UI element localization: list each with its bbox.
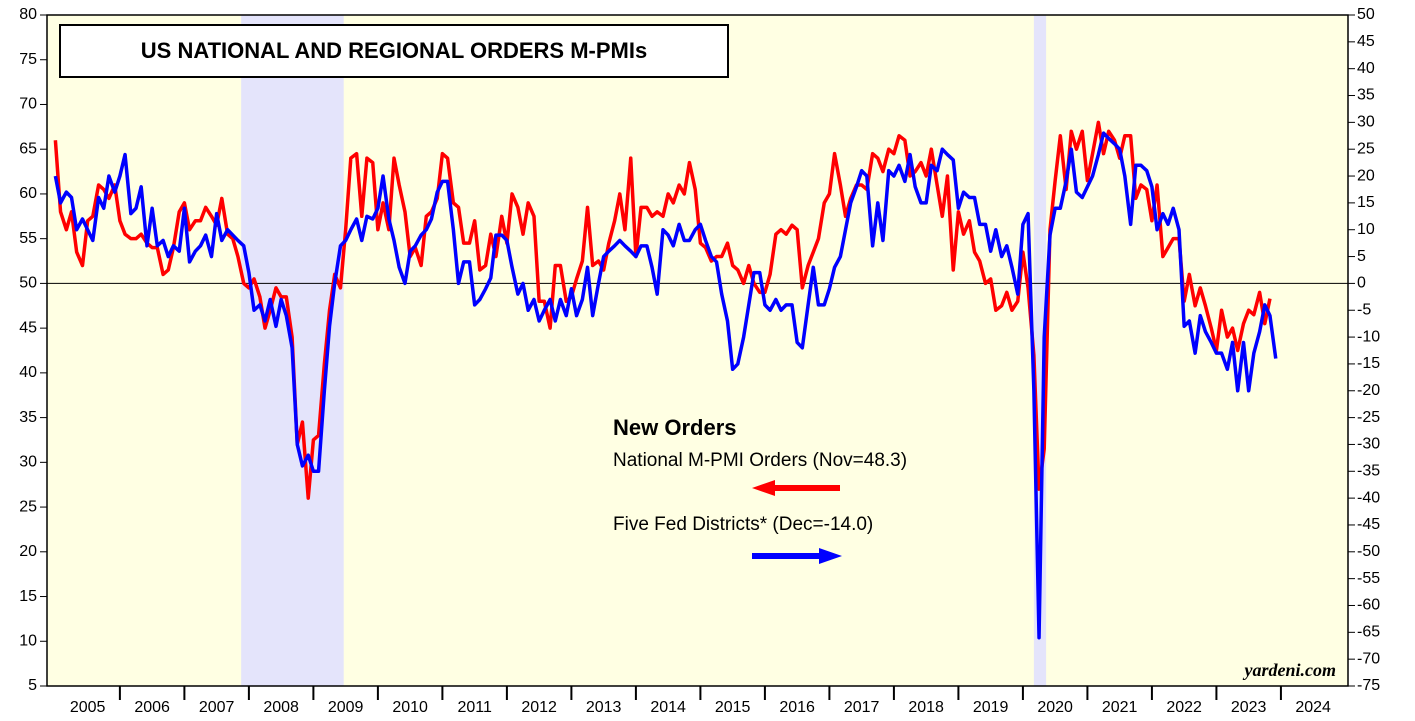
x-tick-label: 2007: [199, 699, 235, 716]
x-tick-label: 2018: [908, 699, 944, 716]
legend-title: New Orders: [613, 415, 737, 440]
x-tick-label: 2006: [134, 699, 170, 716]
x-tick-label: 2012: [521, 699, 557, 716]
y-tick-label: 40: [19, 364, 37, 381]
y-tick-label: 75: [19, 51, 37, 68]
y-tick-label: 60: [19, 185, 37, 202]
y2-tick-label: 15: [1357, 194, 1375, 211]
y2-tick-label: -50: [1357, 543, 1380, 560]
y-tick-label: 80: [19, 6, 37, 23]
y2-tick-label: -10: [1357, 328, 1380, 345]
y-tick-label: 20: [19, 543, 37, 560]
x-tick-label: 2013: [586, 699, 622, 716]
plot-frame: [46, 14, 1349, 687]
y2-tick-label: -20: [1357, 382, 1380, 399]
x-tick-label: 2023: [1231, 699, 1267, 716]
y-tick-label: 35: [19, 409, 37, 426]
y2-tick-label: -25: [1357, 409, 1380, 426]
x-tick-label: 2015: [715, 699, 751, 716]
x-tick-label: 2011: [457, 699, 492, 716]
y-tick-label: 25: [19, 498, 37, 515]
y-tick-label: 45: [19, 319, 37, 336]
series-line: [53, 131, 1278, 640]
x-tick-label: 2017: [844, 699, 880, 716]
y2-tick-label: 50: [1357, 6, 1375, 23]
legend-label: National M-PMI Orders (Nov=48.3): [613, 450, 907, 471]
y2-tick-label: -60: [1357, 597, 1380, 614]
y2-tick-label: 10: [1357, 221, 1375, 238]
source: yardeni.com: [1243, 660, 1337, 680]
y2-tick-label: 0: [1357, 275, 1366, 292]
y2-tick-label: -30: [1357, 436, 1380, 453]
y2-tick-label: -5: [1357, 301, 1371, 318]
legend-arrow-right: [752, 548, 842, 564]
chart-title: US NATIONAL AND REGIONAL ORDERS M-PMIs: [141, 38, 647, 63]
x-tick-label: 2021: [1102, 699, 1138, 716]
x-tick-label: 2008: [263, 699, 299, 716]
y2-tick-label: -15: [1357, 355, 1380, 372]
x-tick-label: 2009: [328, 699, 364, 716]
y-tick-label: 30: [19, 454, 37, 471]
title-box: [59, 24, 729, 78]
y2-tick-label: -55: [1357, 570, 1380, 587]
y2-tick-label: -65: [1357, 624, 1380, 641]
y2-tick-label: 35: [1357, 87, 1375, 104]
y2-tick-label: -70: [1357, 650, 1380, 667]
x-tick-label: 2022: [1166, 699, 1202, 716]
y-tick-label: 55: [19, 230, 37, 247]
y-tick-label: 15: [19, 588, 37, 605]
legend-arrow-left: [752, 480, 840, 496]
x-tick-label: 2005: [70, 699, 106, 716]
legend-label: Five Fed Districts* (Dec=-14.0): [613, 514, 873, 535]
y-tick-label: 70: [19, 96, 37, 113]
x-tick-label: 2016: [779, 699, 815, 716]
y2-tick-label: -40: [1357, 489, 1380, 506]
x-tick-label: 2019: [973, 699, 1009, 716]
y2-tick-label: 20: [1357, 167, 1375, 184]
x-tick-label: 2020: [1037, 699, 1073, 716]
y-tick-label: 50: [19, 275, 37, 292]
y-tick-label: 5: [28, 677, 37, 694]
y-tick-label: 65: [19, 140, 37, 157]
y2-tick-label: 5: [1357, 248, 1366, 265]
y-tick-label: 10: [19, 632, 37, 649]
y2-tick-label: 30: [1357, 114, 1375, 131]
y2-tick-label: 45: [1357, 33, 1375, 50]
x-tick-label: 2014: [650, 699, 686, 716]
y2-tick-label: -35: [1357, 462, 1380, 479]
y2-tick-label: 40: [1357, 60, 1375, 77]
y2-tick-label: -45: [1357, 516, 1380, 533]
series-lines: [53, 120, 1278, 640]
y2-tick-label: -75: [1357, 677, 1380, 694]
x-tick-label: 2024: [1295, 699, 1331, 716]
x-tick-label: 2010: [392, 699, 428, 716]
y2-tick-label: 25: [1357, 140, 1375, 157]
